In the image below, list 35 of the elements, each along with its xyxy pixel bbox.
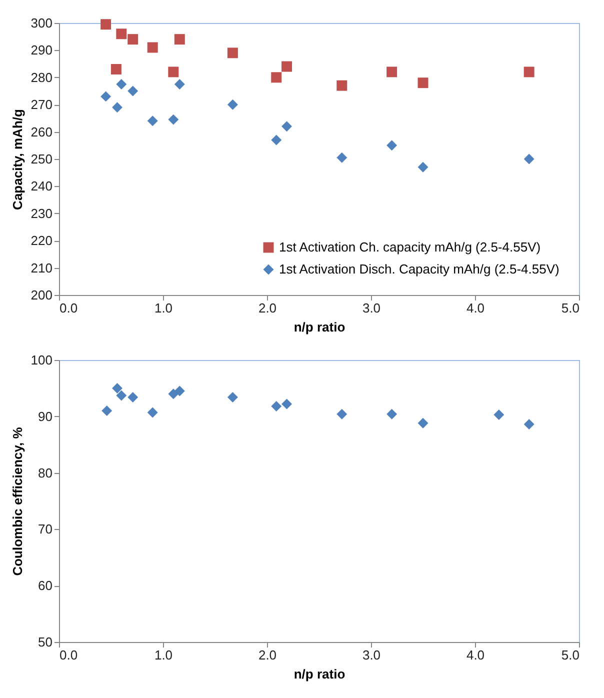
y-tick-label: 50 [38,634,52,650]
x-axis-title: n/p ratio [294,320,346,334]
y-tick-label: 240 [30,178,52,194]
legend-label: 1st Activation Ch. capacity mAh/g (2.5-4.55V) [279,240,541,254]
x-tick-label: 5.0 [561,648,580,662]
y-tick-label: 100 [30,352,52,368]
legend-label: 1st Activation Disch. Capacity mAh/g (2.5-4.55V) [279,262,560,276]
y-tick-label: 230 [30,206,52,221]
x-axis-title: n/p ratio [294,666,346,682]
x-tick-label: 1.0 [154,300,173,316]
y-tick-label: 250 [30,152,52,166]
y-tick-label: 270 [30,97,52,112]
y-tick-label: 90 [38,408,52,424]
y-tick-label: 300 [30,16,52,30]
y-tick-label: 220 [30,233,52,248]
y-tick-label: 260 [30,124,52,140]
y-tick-label: 70 [38,522,52,537]
x-tick-label: 3.0 [362,648,381,662]
y-tick-label: 60 [38,578,52,594]
x-tick-label: 1.0 [154,648,173,662]
y-axis-title: Coulombic efficiency, % [10,426,25,576]
y-tick-label: 280 [30,70,52,85]
x-tick-label: 4.0 [466,648,485,662]
x-tick-label: 2.0 [258,648,277,662]
x-tick-label: 3.0 [362,300,381,316]
y-tick-label: 80 [38,465,52,480]
x-tick-label: 0.0 [60,648,78,662]
x-tick-label: 5.0 [561,300,580,316]
y-axis-title: Capacity, mAh/g [10,108,25,210]
x-tick-label: 2.0 [258,300,277,316]
y-tick-label: 200 [30,288,52,302]
x-tick-label: 0.0 [60,300,78,316]
y-tick-label: 290 [30,42,52,58]
x-tick-label: 4.0 [466,300,485,316]
y-tick-label: 210 [30,260,52,276]
